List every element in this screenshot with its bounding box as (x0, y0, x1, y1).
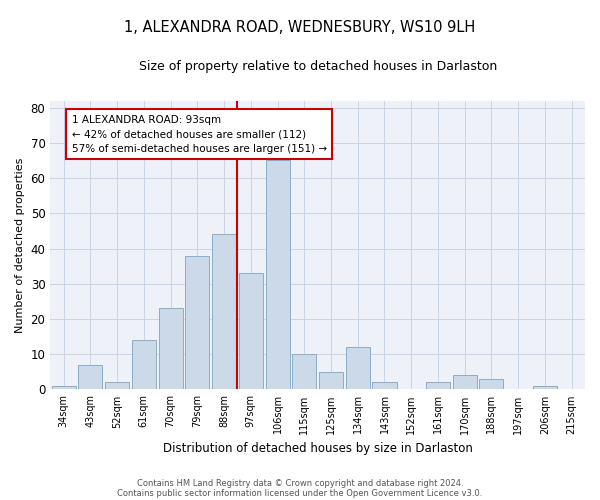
Bar (239, 273, 263, 390)
Bar (533, 386, 557, 390)
Bar (158, 308, 182, 390)
Bar (132, 340, 156, 390)
Y-axis label: Number of detached properties: Number of detached properties (15, 158, 25, 332)
Bar (212, 234, 236, 390)
Bar (319, 372, 343, 390)
Bar (292, 354, 316, 390)
Bar (79, 365, 103, 390)
Bar (452, 376, 477, 390)
Title: Size of property relative to detached houses in Darlaston: Size of property relative to detached ho… (139, 60, 497, 73)
Text: 1 ALEXANDRA ROAD: 93sqm
← 42% of detached houses are smaller (112)
57% of semi-d: 1 ALEXANDRA ROAD: 93sqm ← 42% of detache… (71, 114, 327, 154)
Text: 1, ALEXANDRA ROAD, WEDNESBURY, WS10 9LH: 1, ALEXANDRA ROAD, WEDNESBURY, WS10 9LH (124, 20, 476, 35)
X-axis label: Distribution of detached houses by size in Darlaston: Distribution of detached houses by size … (163, 442, 473, 455)
Bar (346, 347, 370, 390)
Text: Contains public sector information licensed under the Open Government Licence v3: Contains public sector information licen… (118, 488, 482, 498)
Bar (52, 386, 76, 390)
Text: Contains HM Land Registry data © Crown copyright and database right 2024.: Contains HM Land Registry data © Crown c… (137, 478, 463, 488)
Bar (185, 256, 209, 390)
Bar (266, 160, 290, 390)
Bar (105, 382, 129, 390)
Bar (426, 382, 450, 390)
Bar (373, 382, 397, 390)
Bar (479, 379, 503, 390)
